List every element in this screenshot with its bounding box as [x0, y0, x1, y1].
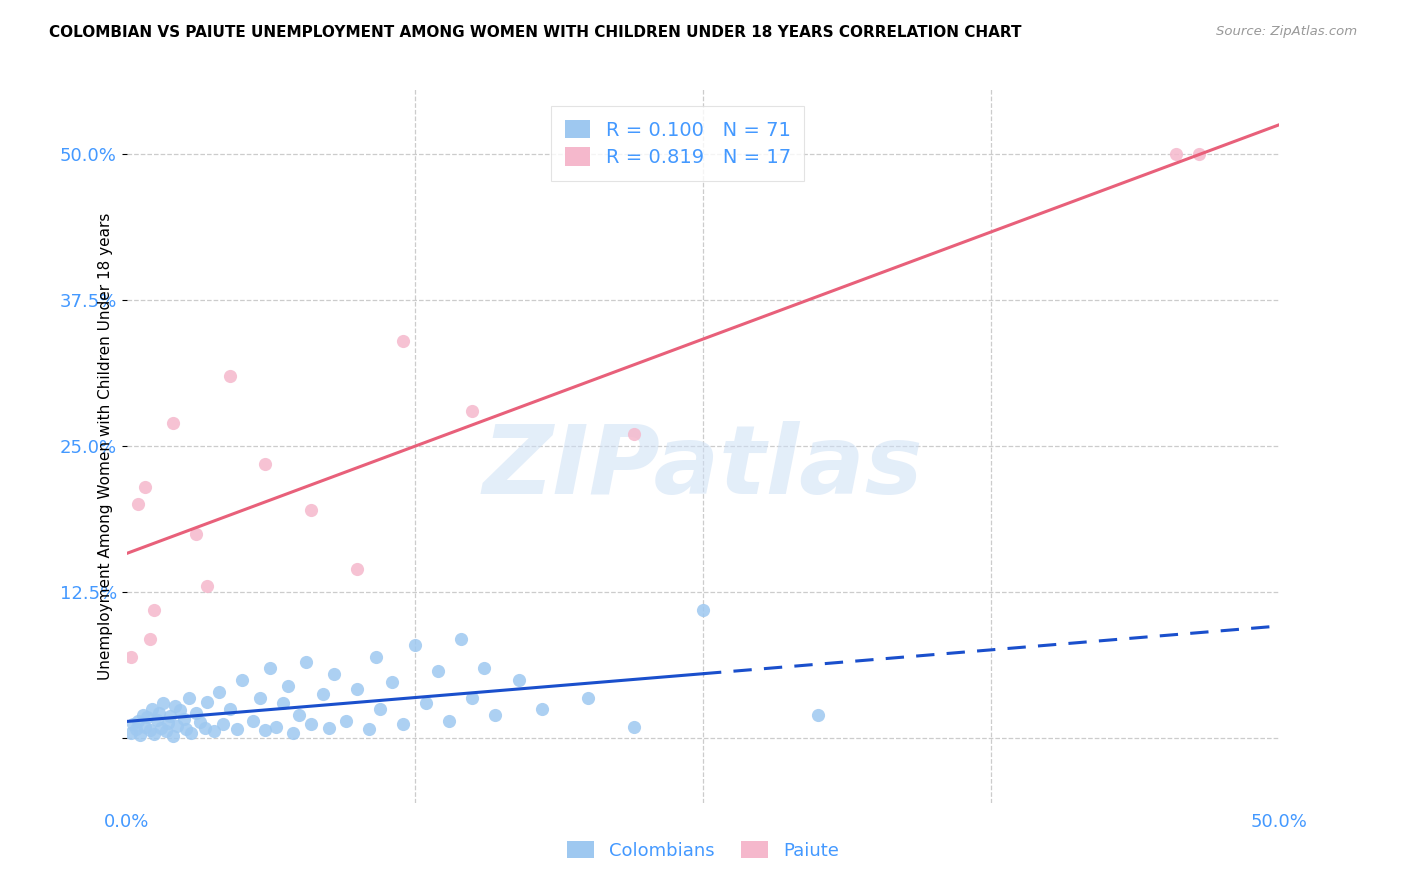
Point [155, 724, 177, 739]
Point [530, 702, 553, 716]
Point [295, 656, 318, 670]
Point [131, 708, 153, 723]
Point [1164, 146, 1187, 161]
Point [249, 690, 271, 705]
Point [173, 712, 195, 726]
Point [508, 673, 530, 687]
Point [299, 717, 322, 731]
Point [129, 728, 152, 742]
Point [195, 695, 218, 709]
Point [177, 690, 200, 705]
Text: COLOMBIAN VS PAIUTE UNEMPLOYMENT AMONG WOMEN WITH CHILDREN UNDER 18 YEARS CORREL: COLOMBIAN VS PAIUTE UNEMPLOYMENT AMONG W… [49, 25, 1022, 40]
Point [484, 708, 506, 723]
Point [335, 714, 357, 728]
Point [188, 715, 211, 730]
Point [162, 729, 184, 743]
Point [242, 714, 264, 728]
Point [392, 334, 415, 348]
Point [266, 720, 288, 734]
Point [692, 603, 714, 617]
Point [323, 667, 346, 681]
Point [176, 722, 198, 736]
Text: Source: ZipAtlas.com: Source: ZipAtlas.com [1216, 25, 1357, 38]
Point [120, 725, 142, 739]
Point [364, 649, 387, 664]
Point [184, 526, 207, 541]
Point [195, 579, 218, 593]
Point [623, 427, 645, 442]
Point [169, 703, 191, 717]
Point [208, 684, 231, 698]
Point [318, 721, 340, 735]
Point [259, 661, 281, 675]
Point [127, 714, 149, 728]
Point [202, 724, 225, 739]
Text: ZIPatlas: ZIPatlas [482, 421, 924, 514]
Point [166, 718, 188, 732]
Point [253, 723, 276, 738]
Point [125, 722, 148, 736]
Point [450, 632, 472, 646]
Point [392, 717, 415, 731]
Point [404, 638, 426, 652]
Point [368, 702, 391, 716]
Point [122, 717, 145, 731]
Point [623, 720, 645, 734]
Point [807, 708, 830, 723]
Point [439, 714, 461, 728]
Point [277, 679, 299, 693]
Point [127, 498, 149, 512]
Point [346, 682, 368, 697]
Point [194, 721, 217, 735]
Point [145, 713, 167, 727]
Point [426, 664, 449, 678]
Point [120, 649, 142, 664]
Point [231, 673, 253, 687]
Point [357, 722, 380, 736]
Point [461, 404, 484, 418]
Point [346, 562, 368, 576]
Point [134, 720, 156, 734]
Point [576, 690, 599, 705]
Point [219, 702, 242, 716]
Point [136, 710, 159, 724]
Point [143, 727, 166, 741]
Point [219, 368, 242, 383]
Point [141, 702, 163, 716]
Point [381, 675, 404, 690]
Point [138, 723, 160, 738]
Legend: R = 0.100   N = 71, R = 0.819   N = 17: R = 0.100 N = 71, R = 0.819 N = 17 [551, 106, 804, 181]
Point [159, 709, 181, 723]
Point [472, 661, 495, 675]
Point [163, 698, 186, 713]
Point [299, 503, 322, 517]
Point [311, 687, 333, 701]
Point [148, 706, 170, 720]
Point [1188, 146, 1211, 161]
Point [162, 416, 184, 430]
Point [273, 697, 295, 711]
Point [415, 697, 437, 711]
Point [288, 708, 311, 723]
Point [138, 632, 160, 646]
Legend: Colombians, Paiute: Colombians, Paiute [560, 834, 846, 867]
Point [143, 603, 166, 617]
Point [281, 725, 304, 739]
Point [152, 697, 174, 711]
Point [157, 716, 180, 731]
Point [253, 457, 276, 471]
Point [134, 480, 156, 494]
Point [212, 717, 235, 731]
Point [226, 722, 249, 736]
Point [180, 725, 202, 739]
Point [184, 706, 207, 720]
Y-axis label: Unemployment Among Women with Children Under 18 years: Unemployment Among Women with Children U… [97, 212, 112, 680]
Point [150, 721, 173, 735]
Point [461, 690, 484, 705]
